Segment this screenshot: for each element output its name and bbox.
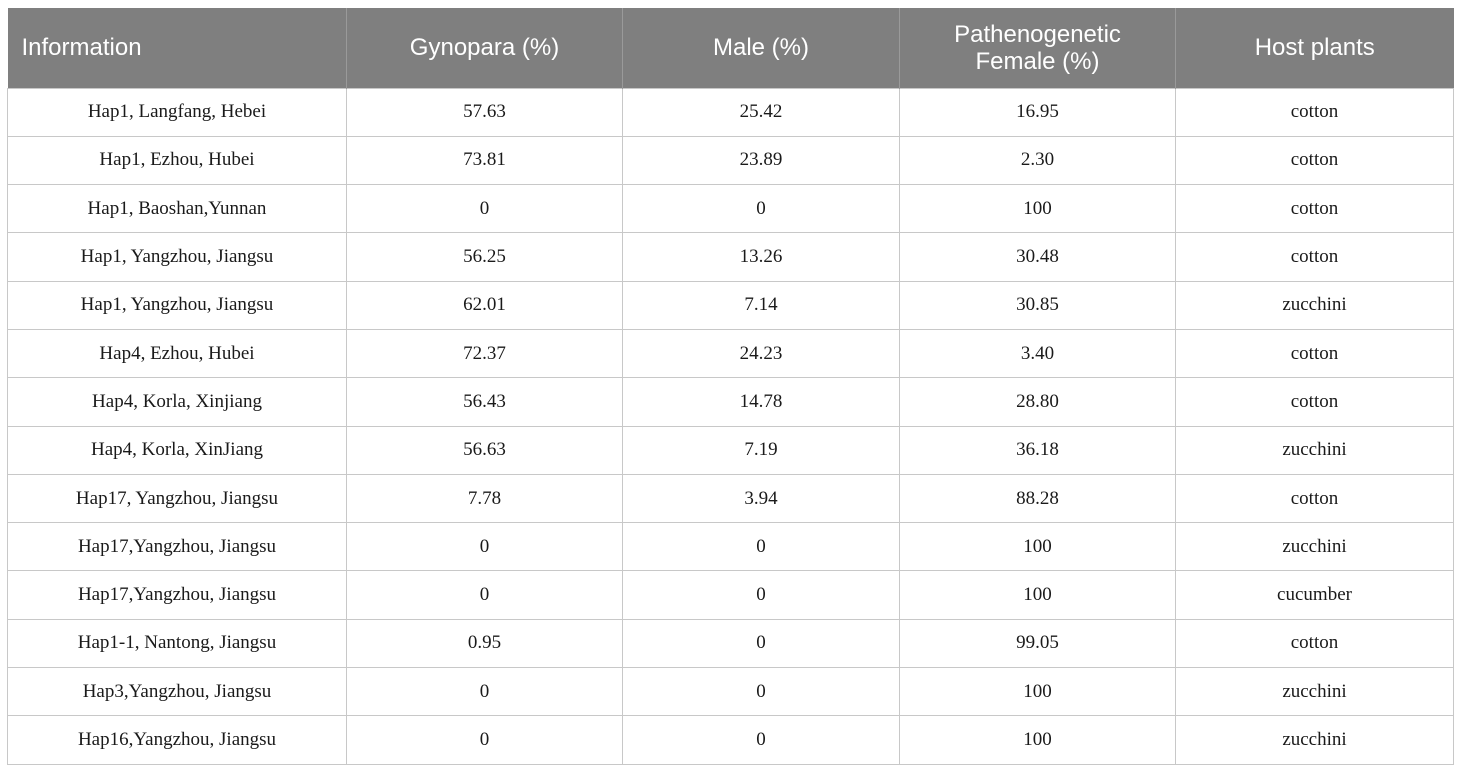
cell-gynopara: 0	[346, 184, 623, 234]
table-row: Hap17, Yangzhou, Jiangsu 7.78 3.94 88.28 cot…	[7, 473, 1454, 524]
cell-information: Hap1, Ezhou, Hubei	[7, 135, 347, 186]
cell-host-plants: cotton	[1175, 328, 1454, 379]
table-header: Information Gynopara (%) Male (%) Pathen…	[7, 8, 1454, 88]
cell-host-plants: cotton	[1175, 87, 1454, 137]
header-parthenogenetic-line2: Female (%)	[975, 47, 1100, 75]
cell-information: Hap4, Korla, Xinjiang	[7, 377, 347, 427]
cell-host-plants: cucumber	[1175, 570, 1454, 620]
table-row: Hap1-1, Nantong, Jiangsu 0.95 0 99.05 cotton	[7, 618, 1454, 669]
cell-male: 14.78	[622, 377, 900, 427]
cell-information: Hap1, Yangzhou, Jiangsu	[7, 232, 347, 282]
cell-male: 0	[622, 522, 900, 572]
cell-male: 0	[622, 570, 900, 620]
header-male: Male (%)	[622, 8, 900, 88]
header-parthenogenetic-line1: Pathenogenetic	[954, 20, 1121, 48]
table-row: Hap17,Yangzhou, Jiangsu 0 0 100 cucumber	[7, 570, 1454, 620]
cell-male: 3.94	[622, 473, 900, 524]
cell-parthenogenetic-female: 30.48	[899, 232, 1176, 282]
cell-parthenogenetic-female: 100	[899, 522, 1176, 572]
cell-parthenogenetic-female: 28.80	[899, 377, 1176, 427]
cell-male: 0	[622, 715, 900, 765]
cell-gynopara: 0	[346, 667, 623, 717]
cell-host-plants: zucchini	[1175, 715, 1454, 765]
cell-gynopara: 0	[346, 715, 623, 765]
cell-parthenogenetic-female: 100	[899, 715, 1176, 765]
cell-parthenogenetic-female: 30.85	[899, 280, 1176, 330]
cell-parthenogenetic-female: 2.30	[899, 135, 1176, 186]
cell-information: Hap4, Korla, XinJiang	[7, 425, 347, 475]
cell-host-plants: zucchini	[1175, 522, 1454, 572]
cell-parthenogenetic-female: 16.95	[899, 87, 1176, 137]
cell-host-plants: zucchini	[1175, 280, 1454, 330]
table-row: Hap1, Baoshan,Yunnan 0 0 100 cotton	[7, 184, 1454, 234]
cell-gynopara: 0	[346, 570, 623, 620]
cell-male: 25.42	[622, 87, 900, 137]
cell-gynopara: 56.63	[346, 425, 623, 475]
cell-host-plants: zucchini	[1175, 667, 1454, 717]
cell-information: Hap3,Yangzhou, Jiangsu	[7, 667, 347, 717]
cell-gynopara: 7.78	[346, 473, 623, 524]
header-parthenogenetic-female: Pathenogenetic Female (%)	[899, 8, 1176, 88]
cell-host-plants: cotton	[1175, 473, 1454, 524]
cell-gynopara: 57.63	[346, 87, 623, 137]
cell-information: Hap4, Ezhou, Hubei	[7, 328, 347, 379]
cell-information: Hap17,Yangzhou, Jiangsu	[7, 522, 347, 572]
header-row: Information Gynopara (%) Male (%) Pathen…	[7, 8, 1454, 88]
cell-information: Hap1-1, Nantong, Jiangsu	[7, 618, 347, 669]
cell-host-plants: cotton	[1175, 232, 1454, 282]
cell-gynopara: 62.01	[346, 280, 623, 330]
cell-male: 0	[622, 667, 900, 717]
cell-gynopara: 73.81	[346, 135, 623, 186]
cell-male: 23.89	[622, 135, 900, 186]
table-row: Hap16,Yangzhou, Jiangsu 0 0 100 zucchini	[7, 715, 1454, 765]
cell-information: Hap1, Langfang, Hebei	[7, 87, 347, 137]
cell-host-plants: cotton	[1175, 618, 1454, 669]
table-row: Hap4, Korla, XinJiang 56.63 7.19 36.18 zucch…	[7, 425, 1454, 475]
table-row: Hap17,Yangzhou, Jiangsu 0 0 100 zucchini	[7, 522, 1454, 572]
cell-male: 0	[622, 618, 900, 669]
table-body: Hap1, Langfang, Hebei 57.63 25.42 16.95 cott…	[7, 87, 1454, 765]
header-gynopara: Gynopara (%)	[346, 8, 623, 88]
table-row: Hap4, Korla, Xinjiang 56.43 14.78 28.80 cott…	[7, 377, 1454, 427]
cell-parthenogenetic-female: 100	[899, 184, 1176, 234]
cell-parthenogenetic-female: 36.18	[899, 425, 1176, 475]
cell-information: Hap1, Baoshan,Yunnan	[7, 184, 347, 234]
cell-male: 0	[622, 184, 900, 234]
cell-gynopara: 0.95	[346, 618, 623, 669]
cell-gynopara: 56.43	[346, 377, 623, 427]
table-row: Hap1, Yangzhou, Jiangsu 62.01 7.14 30.85 zuc…	[7, 280, 1454, 330]
cell-gynopara: 0	[346, 522, 623, 572]
header-host-plants: Host plants	[1175, 8, 1454, 88]
cell-host-plants: cotton	[1175, 184, 1454, 234]
cell-information: Hap1, Yangzhou, Jiangsu	[7, 280, 347, 330]
table-row: Hap1, Langfang, Hebei 57.63 25.42 16.95 cott…	[7, 87, 1454, 137]
cell-information: Hap16,Yangzhou, Jiangsu	[7, 715, 347, 765]
cell-male: 13.26	[622, 232, 900, 282]
cell-information: Hap17, Yangzhou, Jiangsu	[7, 473, 347, 524]
table-row: Hap3,Yangzhou, Jiangsu 0 0 100 zucchini	[7, 667, 1454, 717]
data-table: Information Gynopara (%) Male (%) Pathen…	[7, 8, 1454, 765]
cell-male: 7.19	[622, 425, 900, 475]
table-row: Hap1, Yangzhou, Jiangsu 56.25 13.26 30.48 co…	[7, 232, 1454, 282]
cell-parthenogenetic-female: 100	[899, 570, 1176, 620]
cell-parthenogenetic-female: 99.05	[899, 618, 1176, 669]
cell-host-plants: cotton	[1175, 135, 1454, 186]
cell-gynopara: 72.37	[346, 328, 623, 379]
table-row: Hap4, Ezhou, Hubei 72.37 24.23 3.40 cotton	[7, 328, 1454, 379]
header-information: Information	[7, 8, 347, 88]
cell-parthenogenetic-female: 3.40	[899, 328, 1176, 379]
cell-parthenogenetic-female: 88.28	[899, 473, 1176, 524]
cell-host-plants: zucchini	[1175, 425, 1454, 475]
cell-information: Hap17,Yangzhou, Jiangsu	[7, 570, 347, 620]
cell-male: 24.23	[622, 328, 900, 379]
cell-gynopara: 56.25	[346, 232, 623, 282]
cell-host-plants: cotton	[1175, 377, 1454, 427]
cell-male: 7.14	[622, 280, 900, 330]
cell-parthenogenetic-female: 100	[899, 667, 1176, 717]
table-row: Hap1, Ezhou, Hubei 73.81 23.89 2.30 cotton	[7, 135, 1454, 186]
